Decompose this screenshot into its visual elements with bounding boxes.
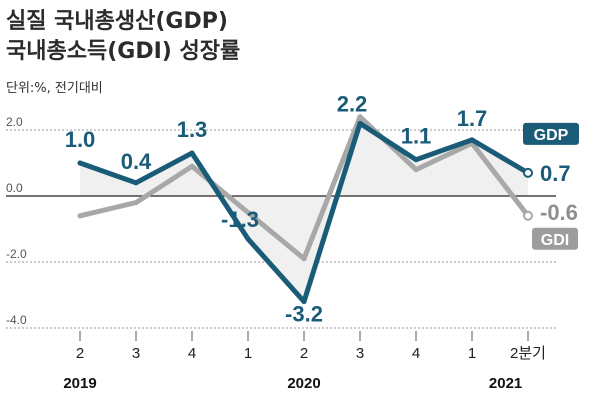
y-tick-label: -2.0 xyxy=(6,247,27,261)
gdp-point xyxy=(469,137,475,143)
gdp-point xyxy=(133,180,139,186)
gdi-point xyxy=(189,163,195,169)
chart-title-line-1: 실질 국내총생산(GDP) xyxy=(6,9,228,34)
year-label: 2020 xyxy=(287,375,320,392)
gdp-data-label: 1.7 xyxy=(457,106,488,131)
gdp-badge xyxy=(523,122,579,145)
gdi-point xyxy=(357,114,363,120)
y-axis: 2.0 0.0 -2.0 -4.0 xyxy=(6,115,27,327)
year-label: 2019 xyxy=(63,375,96,392)
x-tick-label: 1 xyxy=(468,345,476,362)
x-tick-label: 3 xyxy=(356,345,364,362)
gdp-data-label: 1.1 xyxy=(401,124,432,149)
gdp-data-label: -1.3 xyxy=(221,207,259,232)
gdp-badge-label: GDP xyxy=(534,127,569,144)
x-tick-label: 4 xyxy=(412,345,420,362)
gdi-badge-label: GDI xyxy=(541,232,569,249)
x-axis: 2 3 4 1 2 3 4 1 2분기 2019 2020 2021 xyxy=(63,331,546,392)
unit-label: 단위:%, 전기대비 xyxy=(6,81,103,96)
gdi-point xyxy=(413,167,419,173)
gdp-point xyxy=(357,120,363,126)
x-tick-label: 1 xyxy=(244,345,252,362)
gdp-point xyxy=(413,157,419,163)
data-labels: 1.0 0.4 1.3 -1.3 -3.2 2.2 1.1 1.7 0.7 -0.6 xyxy=(65,91,578,326)
x-tick-label: 4 xyxy=(188,345,196,362)
y-tick-label: 2.0 xyxy=(6,115,23,129)
y-tick-label: 0.0 xyxy=(6,181,23,195)
gdp-data-label: -3.2 xyxy=(285,302,323,327)
gdi-data-label: -0.6 xyxy=(540,200,578,225)
gdi-point xyxy=(301,256,307,262)
x-tick-label: 3 xyxy=(132,345,140,362)
chart-title-line-2: 국내총소득(GDI) 성장률 xyxy=(6,39,240,64)
year-label: 2021 xyxy=(489,375,522,392)
gdi-point-end xyxy=(523,210,533,221)
gdp-data-label: 1.0 xyxy=(65,127,96,152)
legend: GDP GDI xyxy=(523,122,579,250)
gdp-data-label: 0.7 xyxy=(540,161,571,186)
x-tick-label: 2 xyxy=(76,345,84,362)
gdp-data-label: 1.3 xyxy=(177,117,208,142)
gdp-point-end xyxy=(523,167,533,178)
gdi-point xyxy=(245,210,251,215)
gdp-point xyxy=(189,150,195,156)
x-tick-label: 2 xyxy=(300,345,308,362)
x-tick-label: 2분기 xyxy=(510,345,546,362)
gdi-point xyxy=(133,200,139,206)
gdp-point xyxy=(77,160,83,166)
gdi-point xyxy=(77,213,83,219)
gdp-data-label: 0.4 xyxy=(121,149,152,174)
gdp-point xyxy=(301,299,307,305)
gdp-series xyxy=(77,120,533,305)
y-tick-label: -4.0 xyxy=(6,313,27,327)
gdi-badge xyxy=(532,227,578,250)
gdp-data-label: 2.2 xyxy=(337,91,368,116)
gdp-point xyxy=(245,236,251,242)
